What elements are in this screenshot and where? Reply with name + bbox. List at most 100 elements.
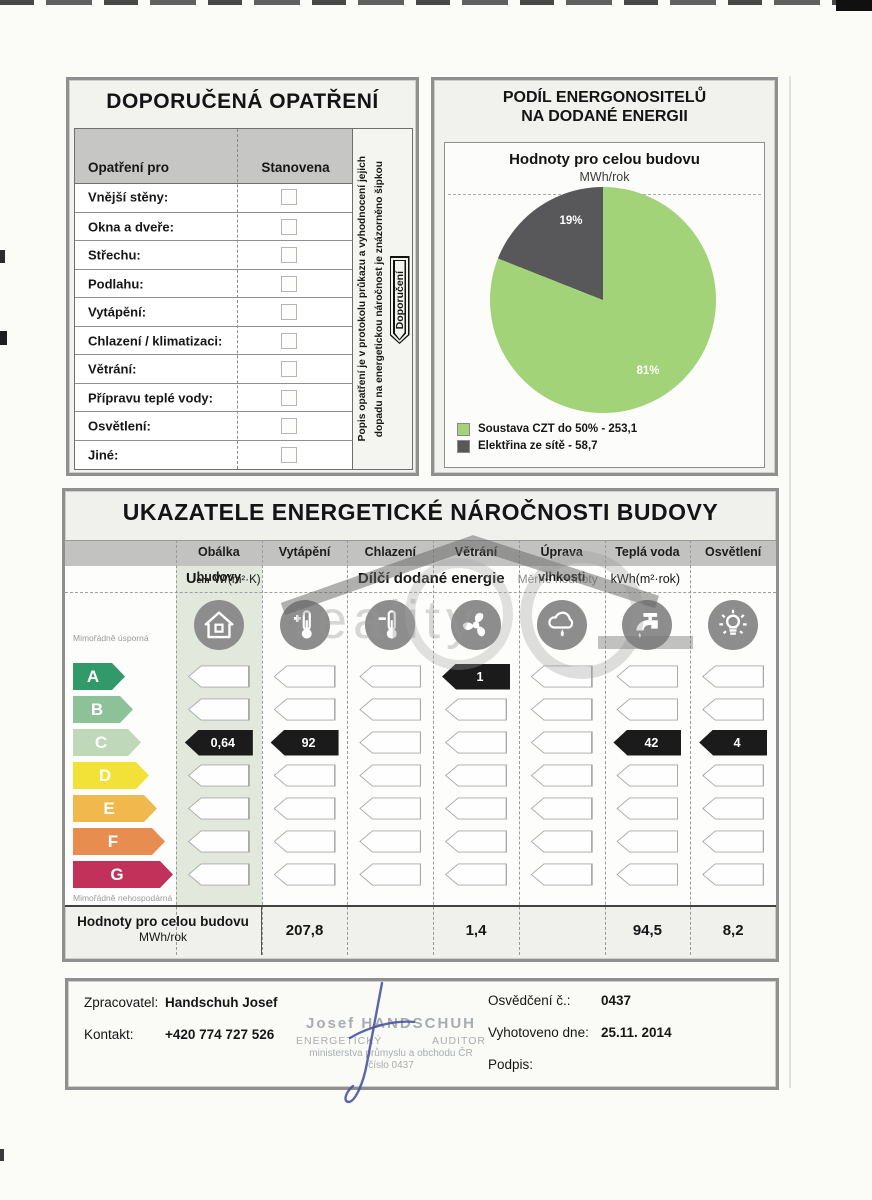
legend-label: Elektřina ze sítě - 58,7 <box>478 440 598 452</box>
indicators-grid: Obálka budovy Vytápění 207,8 Chlazení Větrán… <box>65 491 776 959</box>
grade-arrow-E: E <box>73 795 157 822</box>
pie-chart <box>490 187 716 413</box>
empty-arrow <box>530 731 593 754</box>
energy-share-title-line2: NA DODANÉ ENERGII <box>521 108 688 125</box>
stamp-number: číslo 0437 <box>368 1060 414 1071</box>
recommended-title: DOPORUČENÁ OPATŘENÍ <box>106 90 379 113</box>
checkbox[interactable] <box>281 332 297 349</box>
measure-label: Vnější stěny: <box>88 189 169 205</box>
summary-value: 1,4 <box>433 907 519 955</box>
checkbox[interactable] <box>281 189 297 206</box>
empty-arrow <box>530 797 593 820</box>
checkbox[interactable] <box>281 418 297 435</box>
summary-value-label: 207,8 <box>285 922 324 939</box>
measure-label: Osvětlení: <box>88 418 151 434</box>
value-arrow: 92 <box>270 729 339 756</box>
checkbox[interactable] <box>281 446 297 463</box>
humidity-cloud-icon <box>536 600 587 650</box>
column-header-label: Obálka budovy <box>196 545 242 584</box>
legend-swatch-green <box>457 422 470 436</box>
table-row: Přípravu teplé vody: <box>75 382 352 413</box>
empty-arrow <box>273 830 336 853</box>
empty-arrow <box>273 863 336 886</box>
scan-artifact-top <box>0 0 872 5</box>
light-bulb-icon <box>708 600 759 650</box>
grade-arrow-D: D <box>73 762 149 789</box>
empty-arrow <box>359 764 422 787</box>
empty-arrow <box>273 665 336 688</box>
column-divider <box>237 129 238 469</box>
checkbox[interactable] <box>281 247 297 264</box>
table-row: Osvětlení: <box>75 411 352 441</box>
empty-arrow <box>702 764 765 787</box>
measure-label: Okna a dveře: <box>88 219 174 235</box>
empty-arrow <box>187 863 250 886</box>
empty-arrow <box>445 731 507 754</box>
grade-letter: F <box>107 831 119 851</box>
grade-letter: E <box>103 798 115 818</box>
contact-label: Kontakt: <box>84 1027 134 1042</box>
grade-letter: B <box>90 699 104 719</box>
value-arrow-label: 4 <box>733 735 741 750</box>
empty-arrow <box>187 698 250 721</box>
checkbox[interactable] <box>281 304 297 321</box>
recommended-table: Opatření pro Stanovena Vnější stěny: Okna… <box>74 128 353 470</box>
empty-arrow <box>273 764 336 787</box>
checkbox[interactable] <box>281 275 297 292</box>
checkbox[interactable] <box>281 389 297 406</box>
value-arrow-label: 1 <box>476 669 484 684</box>
grade-arrow-A: A <box>73 663 125 690</box>
value-arrow: 42 <box>613 729 682 756</box>
grade-arrow-C: C <box>73 729 141 756</box>
pie-subtitle: Hodnoty pro celou budovu <box>509 151 700 168</box>
preparer-label: Zpracovatel: <box>84 995 159 1010</box>
measure-label: Větrání: <box>88 361 137 377</box>
column-header-6: Teplá voda <box>605 540 691 565</box>
column-header-label: Osvětlení <box>704 545 762 559</box>
pie-unit: MWh/rok <box>579 170 630 184</box>
column-divider-dashed <box>518 540 520 955</box>
column-header-5: Úprava vlhkosti <box>519 540 605 584</box>
divider-dashed <box>65 592 776 593</box>
grade-letter: C <box>94 732 108 752</box>
empty-arrow <box>702 863 765 886</box>
column-divider-dashed <box>690 540 692 955</box>
stamp-role-1: ENERGETICKÝ <box>296 1035 383 1047</box>
column-header-set: Stanovena <box>261 160 330 175</box>
recommended-measures-box: DOPORUČENÁ OPATŘENÍ Opatření pro Stanove… <box>66 77 419 476</box>
column-header-label: Větrání <box>454 545 498 559</box>
value-arrow: 4 <box>699 729 768 756</box>
table-row: Chlazení / klimatizaci: <box>75 325 352 356</box>
uem-cell: Uem W/(m²·K) <box>186 565 261 592</box>
contact-value: +420 774 727 526 <box>165 1027 275 1042</box>
empty-arrow <box>359 665 422 688</box>
recommended-table-header: Opatření pro Stanovena <box>75 129 352 184</box>
cooling-thermometer-icon <box>365 600 416 650</box>
checkbox[interactable] <box>281 218 297 235</box>
empty-arrow <box>702 797 765 820</box>
empty-arrow <box>616 698 679 721</box>
energy-share-title-line1: PODÍL ENERGONOSITELŮ <box>502 89 707 106</box>
legend-item: Soustava CZT do 50% - 253,1 <box>457 422 637 436</box>
checkbox[interactable] <box>281 361 297 378</box>
empty-arrow <box>273 797 336 820</box>
uem-subscript: em <box>196 575 210 585</box>
indicators-box: UKAZATELE ENERGETICKÉ NÁROČNOSTI BUDOVY … <box>62 488 779 962</box>
column-header-label: Vytápění <box>278 545 331 559</box>
measure-label: Chlazení / klimatizaci: <box>88 333 223 349</box>
signature-label: Podpis: <box>488 1057 534 1072</box>
empty-arrow <box>187 665 250 688</box>
grade-letter: G <box>110 864 124 884</box>
empty-arrow <box>359 830 422 853</box>
summary-value-label: 8,2 <box>722 922 744 939</box>
pie-label-green: 81% <box>636 365 660 377</box>
empty-arrow <box>445 797 507 820</box>
summary-divider <box>65 905 776 907</box>
grade-arrow-G: G <box>73 861 173 888</box>
measure-label: Jiné: <box>88 447 119 463</box>
pie-chart-panel: Hodnoty pro celou budovu MWh/rok 19% 81%… <box>444 142 765 468</box>
indicators-title: UKAZATELE ENERGETICKÉ NÁROČNOSTI BUDOVY <box>122 499 719 525</box>
measure-label: Přípravu teplé vody: <box>88 390 213 406</box>
water-tap-icon <box>622 600 673 650</box>
